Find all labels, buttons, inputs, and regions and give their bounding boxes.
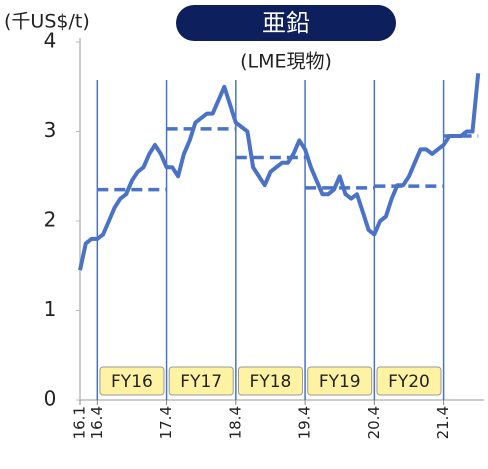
y-tick-label: 3: [44, 118, 57, 142]
period-label: FY16: [111, 372, 153, 392]
title-pill: [176, 5, 396, 41]
period-label: FY20: [388, 372, 430, 392]
x-tick-label: 20.4: [365, 406, 383, 439]
x-tick-label: 18.4: [226, 406, 244, 439]
x-tick-label: 19.4: [296, 406, 314, 439]
y-tick-label: 1: [44, 297, 57, 321]
period-box: [99, 366, 165, 396]
x-tick-label: 17.4: [157, 406, 175, 439]
x-tick-label: 16.4: [88, 406, 106, 439]
x-tick-label: 16.1: [71, 406, 89, 439]
period-label: FY18: [250, 372, 292, 392]
period-label: FY19: [319, 372, 361, 392]
y-axis-label: (千US$/t): [4, 11, 90, 33]
period-box: [307, 366, 373, 396]
x-tick-label: 21.4: [434, 406, 452, 439]
period-label: FY17: [180, 372, 222, 392]
chart-subtitle: (LME現物): [240, 51, 332, 73]
period-box: [376, 366, 442, 396]
period-box: [237, 366, 303, 396]
y-tick-label: 2: [44, 208, 57, 232]
y-tick-label: 4: [44, 29, 57, 53]
price-line: [78, 73, 481, 271]
chart-title: 亜鉛: [262, 9, 310, 37]
period-box: [168, 366, 234, 396]
y-tick-label: 0: [44, 387, 57, 411]
